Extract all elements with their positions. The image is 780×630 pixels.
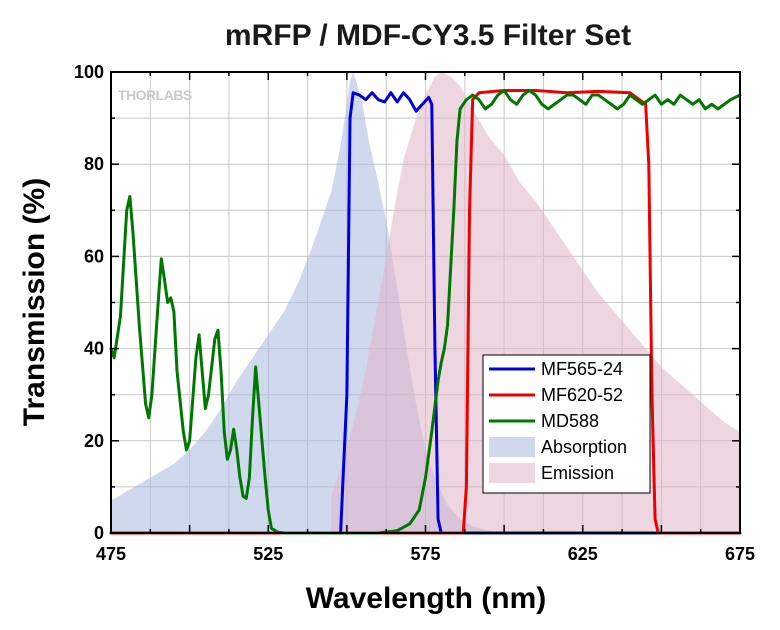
y-tick-labels: 0 20 40 60 80 100 bbox=[74, 62, 104, 543]
legend: MF565-24 MF620-52 MD588 Absorption Emission bbox=[482, 354, 651, 494]
y-axis-label: Transmission (%) bbox=[18, 178, 51, 426]
y-tick-label: 60 bbox=[84, 246, 104, 266]
x-tick-label: 575 bbox=[410, 544, 440, 564]
thorlabs-watermark: THORLABS bbox=[118, 87, 192, 103]
y-tick-label: 20 bbox=[84, 431, 104, 451]
series-line-mf620-52 bbox=[109, 88, 742, 535]
legend-label: Absorption bbox=[541, 437, 627, 457]
x-tick-label: 525 bbox=[253, 544, 283, 564]
x-tick-label: 475 bbox=[96, 544, 126, 564]
y-tick-label: 80 bbox=[84, 154, 104, 174]
legend-label: MF565-24 bbox=[541, 359, 623, 379]
axis-ticks bbox=[110, 71, 741, 534]
x-tick-labels: 475 525 575 625 675 bbox=[96, 544, 755, 564]
x-tick-label: 675 bbox=[725, 544, 755, 564]
y-tick-label: 100 bbox=[74, 62, 104, 82]
legend-label: Emission bbox=[541, 463, 614, 483]
y-tick-label: 0 bbox=[94, 523, 104, 543]
legend-label: MF620-52 bbox=[541, 385, 623, 405]
chart-title: mRFP / MDF-CY3.5 Filter Set bbox=[225, 19, 631, 52]
legend-swatch bbox=[489, 437, 535, 457]
x-axis-label: Wavelength (nm) bbox=[306, 582, 547, 615]
x-tick-label: 625 bbox=[568, 544, 598, 564]
series-line-mf565-24 bbox=[109, 91, 742, 535]
y-tick-label: 40 bbox=[84, 339, 104, 359]
legend-label: MD588 bbox=[541, 411, 599, 431]
line-series bbox=[109, 88, 742, 535]
series-line-md588 bbox=[109, 88, 742, 535]
legend-swatch bbox=[489, 463, 535, 483]
